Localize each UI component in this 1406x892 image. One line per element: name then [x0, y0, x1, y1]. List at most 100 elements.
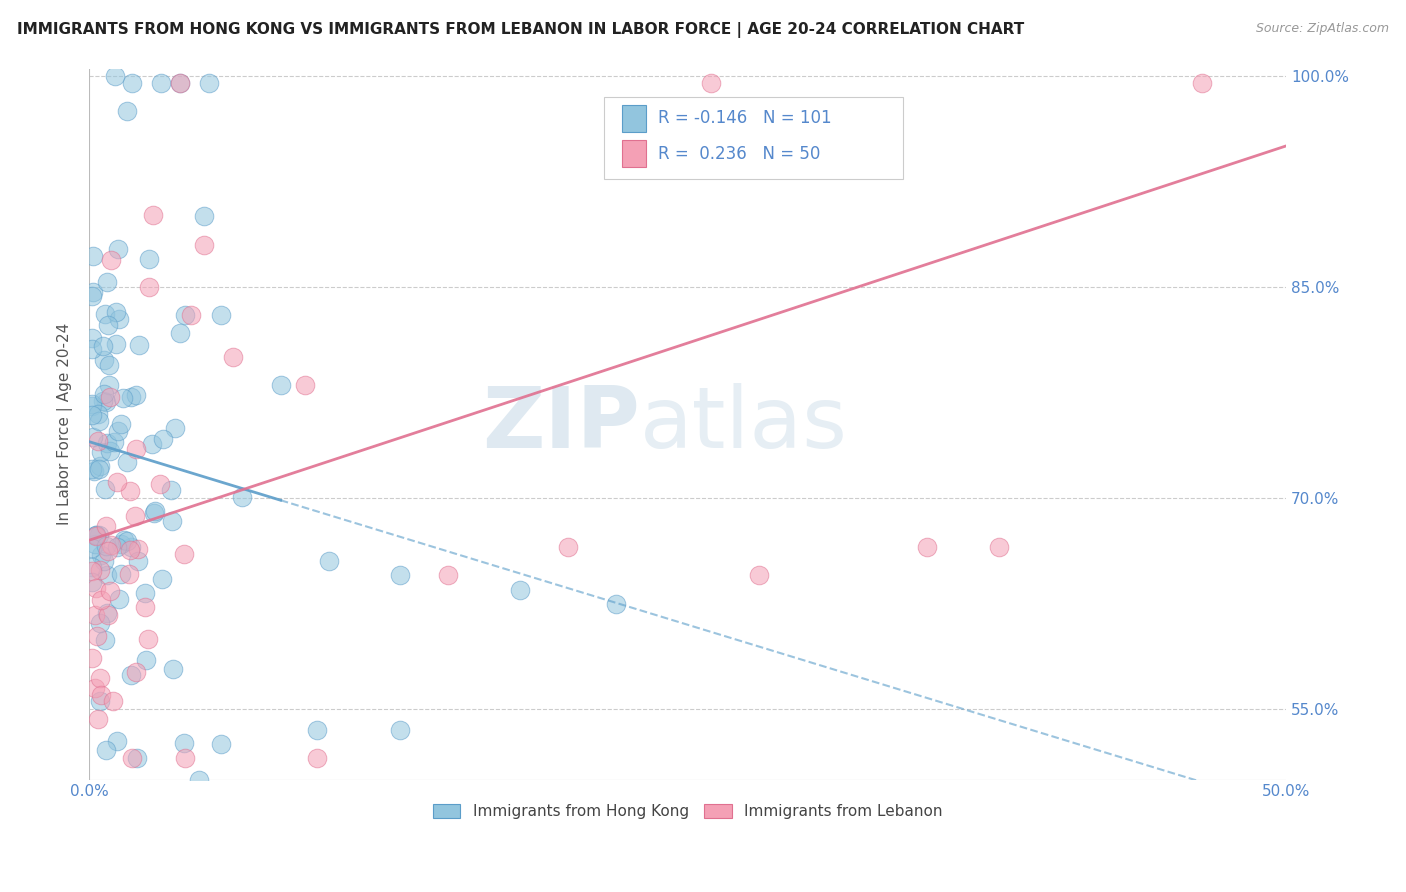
Point: [90, 688, 112, 702]
Point: [93, 386, 115, 401]
Point: [100, 538, 122, 552]
Point: [101, 694, 124, 708]
Point: [111, 392, 134, 406]
Point: [117, 103, 139, 118]
Point: [120, 540, 142, 554]
Point: [96, 606, 118, 620]
Point: [83, 464, 105, 478]
Point: [318, 554, 340, 568]
Point: [150, 572, 173, 586]
Point: [83, 537, 105, 551]
Point: [80, 462, 103, 476]
Point: [125, 665, 148, 680]
Point: [127, 541, 149, 556]
Point: [89, 671, 111, 685]
Point: [87, 414, 110, 428]
Point: [121, 76, 143, 90]
Point: [222, 350, 245, 364]
Point: [89, 694, 111, 708]
Point: [96, 395, 118, 409]
Point: [84, 529, 107, 543]
Point: [173, 547, 195, 561]
Point: [209, 308, 232, 322]
Point: [104, 69, 127, 83]
Point: [180, 308, 202, 322]
Point: [105, 733, 128, 747]
Point: [115, 454, 138, 468]
Y-axis label: In Labor Force | Age 20-24: In Labor Force | Age 20-24: [58, 323, 73, 525]
Point: [98, 584, 121, 599]
Point: [173, 735, 195, 749]
Point: [437, 568, 460, 582]
Point: [112, 533, 135, 548]
Point: [134, 585, 156, 599]
Point: [80, 651, 103, 665]
Point: [93, 352, 115, 367]
Point: [107, 425, 129, 439]
Point: [143, 503, 166, 517]
Point: [110, 536, 132, 550]
Point: [174, 308, 197, 322]
Point: [305, 723, 328, 738]
Point: [80, 559, 103, 574]
Point: [98, 359, 121, 373]
Point: [80, 342, 103, 356]
Point: [86, 528, 108, 542]
Point: [110, 417, 132, 431]
Point: [84, 528, 107, 542]
Point: [231, 490, 253, 504]
Point: [165, 421, 187, 435]
Point: [80, 408, 103, 422]
Point: [107, 311, 129, 326]
Point: [104, 337, 127, 351]
Point: [87, 407, 110, 421]
Point: [125, 388, 148, 402]
Point: [89, 616, 111, 631]
Point: [97, 377, 120, 392]
Point: [174, 751, 197, 765]
Point: [90, 593, 112, 607]
Point: [135, 653, 157, 667]
Point: [93, 483, 115, 497]
Point: [509, 582, 531, 597]
Point: [162, 662, 184, 676]
Point: [94, 539, 117, 553]
Point: [103, 434, 125, 449]
Point: [159, 483, 181, 498]
Point: [915, 541, 938, 555]
Point: [138, 252, 160, 266]
Point: [134, 599, 156, 614]
Point: [149, 76, 172, 90]
Point: [305, 751, 328, 765]
Point: [389, 723, 412, 738]
Point: [90, 444, 112, 458]
Point: [105, 475, 128, 490]
Point: [120, 483, 142, 498]
Point: [97, 544, 120, 558]
Point: [748, 568, 770, 582]
Point: [91, 339, 114, 353]
Point: [152, 432, 174, 446]
Point: [1191, 76, 1213, 90]
Point: [124, 509, 146, 524]
Point: [270, 378, 292, 392]
Point: [120, 668, 142, 682]
Point: [605, 597, 627, 611]
Point: [97, 318, 120, 333]
Point: [87, 528, 110, 542]
Point: [90, 549, 112, 563]
Text: atlas: atlas: [640, 383, 848, 466]
Bar: [621, 140, 645, 168]
Point: [94, 632, 117, 647]
Text: R =  0.236   N = 50: R = 0.236 N = 50: [658, 145, 820, 163]
Point: [80, 331, 103, 345]
Point: [80, 289, 103, 303]
Point: [169, 76, 191, 90]
Point: [125, 442, 148, 457]
Point: [94, 519, 117, 533]
Point: [142, 506, 165, 520]
Point: [93, 554, 115, 568]
Point: [83, 681, 105, 695]
Point: [141, 436, 163, 450]
Point: [700, 76, 723, 90]
